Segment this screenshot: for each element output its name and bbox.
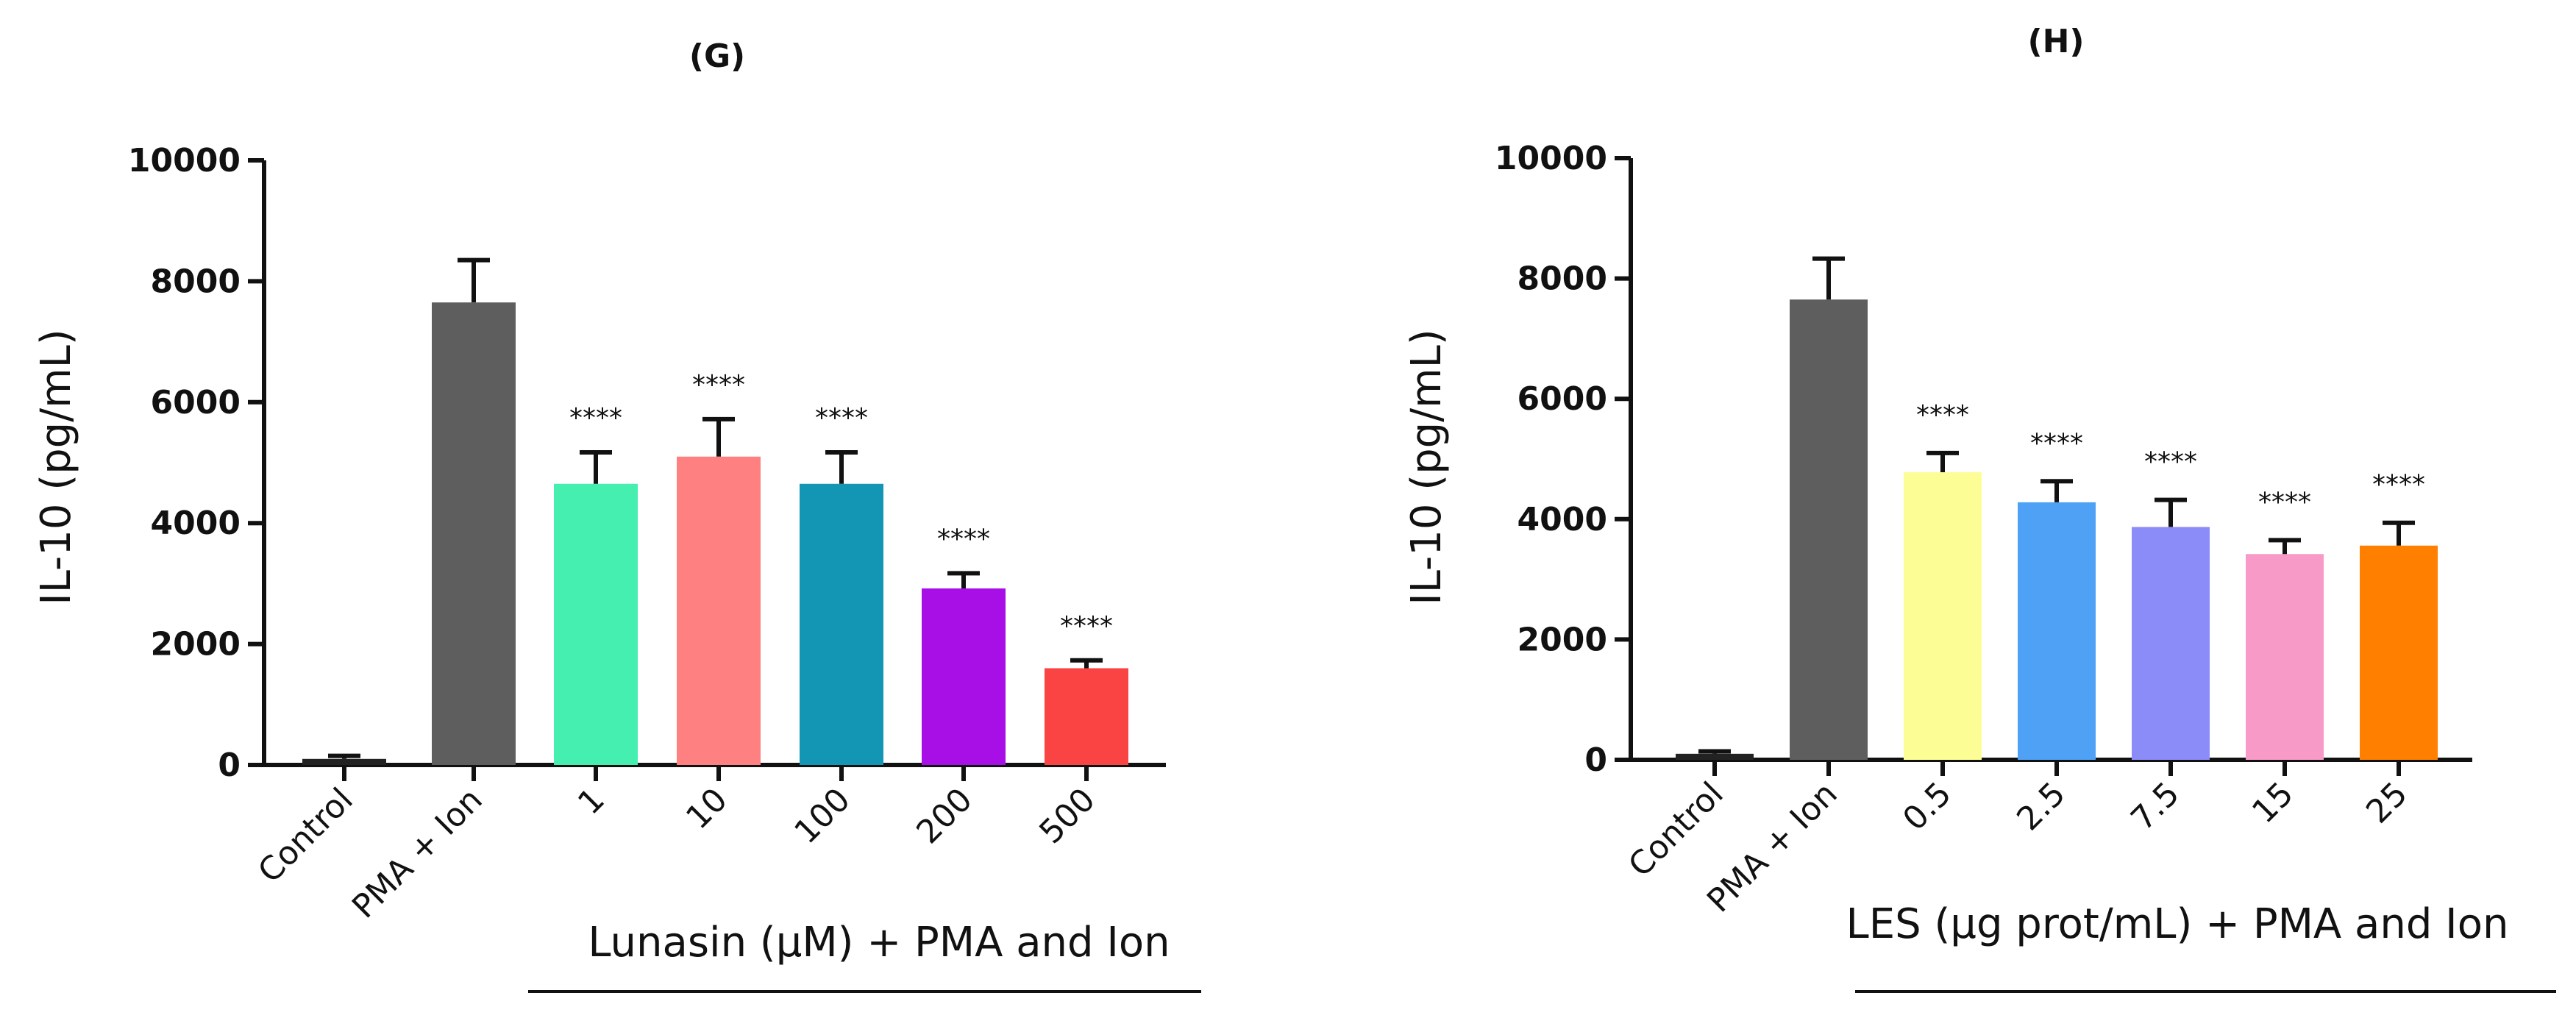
y-tick-label: 8000 (151, 263, 241, 300)
group-label: Lunasin (μM) + PMA and Ion (588, 919, 1170, 967)
error-bar (825, 450, 858, 484)
significance-label: **** (937, 524, 990, 554)
significance-label: **** (1916, 400, 1969, 430)
chart-title: (H) (2027, 23, 2084, 60)
error-bar (328, 753, 360, 759)
significance-label: **** (2030, 428, 2083, 458)
y-tick-label: 2000 (151, 626, 241, 663)
error-bar (458, 257, 490, 303)
error-bar (1926, 450, 1959, 472)
significance-label: **** (2258, 487, 2311, 517)
x-tick-label: Control (1621, 775, 1731, 885)
y-tick-label: 4000 (1518, 501, 1607, 538)
error-bar (2383, 520, 2415, 546)
bar (1676, 753, 1754, 760)
group-label: LES (μg prot/mL) + PMA and Ion (1846, 900, 2509, 948)
x-tick-label: PMA + Ion (345, 781, 490, 926)
x-tick-label: Control (251, 781, 360, 891)
y-tick-label: 10000 (128, 142, 241, 179)
error-bar (1812, 256, 1845, 300)
bar (302, 758, 386, 765)
y-tick-label: 0 (218, 747, 241, 784)
error-bar (2269, 538, 2301, 555)
panel-g: (G) IL-10 (pg/mL) 0 2000 4000 6000 8000 10000… (32, 38, 1201, 993)
y-tick-label: 8000 (1518, 260, 1607, 298)
significance-label: **** (815, 403, 868, 433)
y-tick-label: 6000 (1518, 380, 1607, 418)
significance-label: **** (2144, 447, 2197, 477)
error-bar (702, 416, 735, 457)
bar (800, 483, 883, 765)
x-tick-label: 200 (909, 781, 979, 851)
x-tick-label: 1 (571, 781, 612, 822)
x-tick-label: 7.5 (2124, 775, 2187, 839)
y-ticks: 0 2000 4000 6000 8000 10000 (128, 142, 264, 784)
bar (677, 456, 761, 765)
bar (922, 588, 1006, 765)
error-bar (2155, 497, 2187, 527)
y-axis-label: IL-10 (pg/mL) (32, 329, 80, 605)
panel-h: (H) IL-10 (pg/mL) 0 2000 4000 6000 8000 10000… (1403, 23, 2556, 993)
x-tick-label: 15 (2245, 775, 2301, 831)
error-bar (1698, 749, 1731, 754)
x-tick-label: 0.5 (1896, 775, 1959, 839)
error-bar (1070, 658, 1103, 669)
error-bar (947, 571, 980, 588)
y-tick-label: 0 (1584, 741, 1607, 779)
y-tick-label: 6000 (151, 384, 241, 421)
significance-label: **** (1060, 611, 1113, 641)
x-tick-label: 2.5 (2010, 775, 2073, 839)
bar (2132, 527, 2210, 760)
significance-label: **** (569, 403, 622, 433)
bar (2018, 502, 2096, 760)
bar (1904, 471, 1982, 760)
y-tick-label: 2000 (1518, 621, 1607, 658)
bar (1045, 668, 1128, 765)
bar (1790, 299, 1868, 761)
x-tick-label: 100 (787, 781, 857, 851)
error-bar (580, 450, 612, 484)
chart-title: (G) (689, 38, 745, 75)
x-tick-label: 500 (1032, 781, 1102, 851)
y-tick-label: 10000 (1495, 140, 1607, 177)
y-axis-label: IL-10 (pg/mL) (1403, 329, 1451, 605)
x-tick-label: 10 (679, 781, 735, 837)
error-bar (2040, 479, 2073, 502)
x-tick-label: 25 (2359, 775, 2415, 831)
bar (432, 302, 516, 765)
significance-label: **** (2372, 470, 2425, 500)
y-ticks: 0 2000 4000 6000 8000 10000 (1495, 140, 1631, 779)
bar (554, 483, 638, 765)
bar (2360, 545, 2438, 760)
significance-label: **** (692, 370, 745, 400)
bar (2246, 554, 2324, 760)
y-tick-label: 4000 (151, 505, 241, 542)
